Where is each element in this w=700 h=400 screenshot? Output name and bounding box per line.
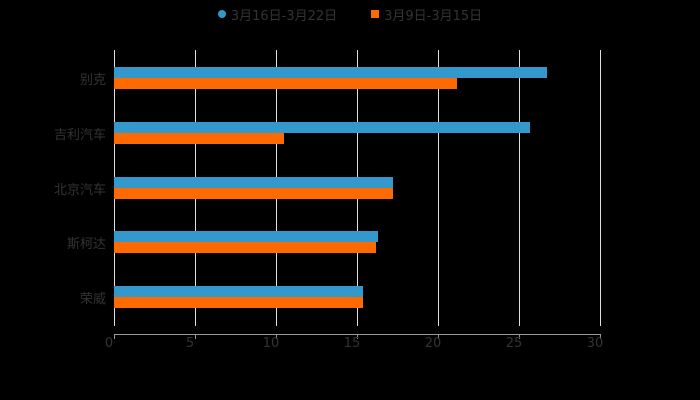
x-tick-label: 25 [505,336,523,351]
x-tick [276,334,277,339]
category-label: 北京汽车 [53,183,106,198]
legend-label: 3月16日-3月22日 [230,8,338,24]
gridline [519,50,520,326]
legend-item-series2[interactable]: 3月9日-3月15日 [371,5,482,24]
x-tick-label: 30 [586,336,604,351]
x-tick [438,334,439,339]
category-label: 别克 [79,73,106,88]
category-label: 斯柯达 [66,237,106,252]
x-tick [357,334,358,339]
legend-label: 3月9日-3月15日 [384,8,483,24]
category-label: 吉利汽车 [53,128,106,143]
x-tick-label: 15 [343,336,361,351]
x-tick-label: 10 [262,336,280,351]
x-tick [195,334,196,339]
bar-series1[interactable] [114,231,379,242]
bar-series1[interactable] [114,122,531,133]
bar-series2[interactable] [114,188,393,199]
x-tick [114,334,115,339]
bar-series2[interactable] [114,78,458,89]
circle-marker-icon [217,10,226,18]
x-tick [600,334,601,339]
bar-series2[interactable] [114,297,364,308]
x-tick-label: 0 [104,336,114,351]
gridline [600,50,601,326]
plot-area [114,50,601,326]
x-tick [519,334,520,339]
gridline [438,50,439,326]
bar-series2[interactable] [114,133,285,144]
square-marker-icon [371,10,380,18]
x-tick-label: 20 [424,336,442,351]
chart-legend: 3月16日-3月22日 3月9日-3月15日 [0,4,700,24]
bar-series1[interactable] [114,67,547,78]
x-tick-label: 5 [185,336,195,351]
legend-item-series1[interactable]: 3月16日-3月22日 [217,5,338,24]
bar-series1[interactable] [114,286,364,297]
bar-series2[interactable] [114,242,377,253]
bar-series1[interactable] [114,177,393,188]
category-label: 荣威 [79,292,106,307]
